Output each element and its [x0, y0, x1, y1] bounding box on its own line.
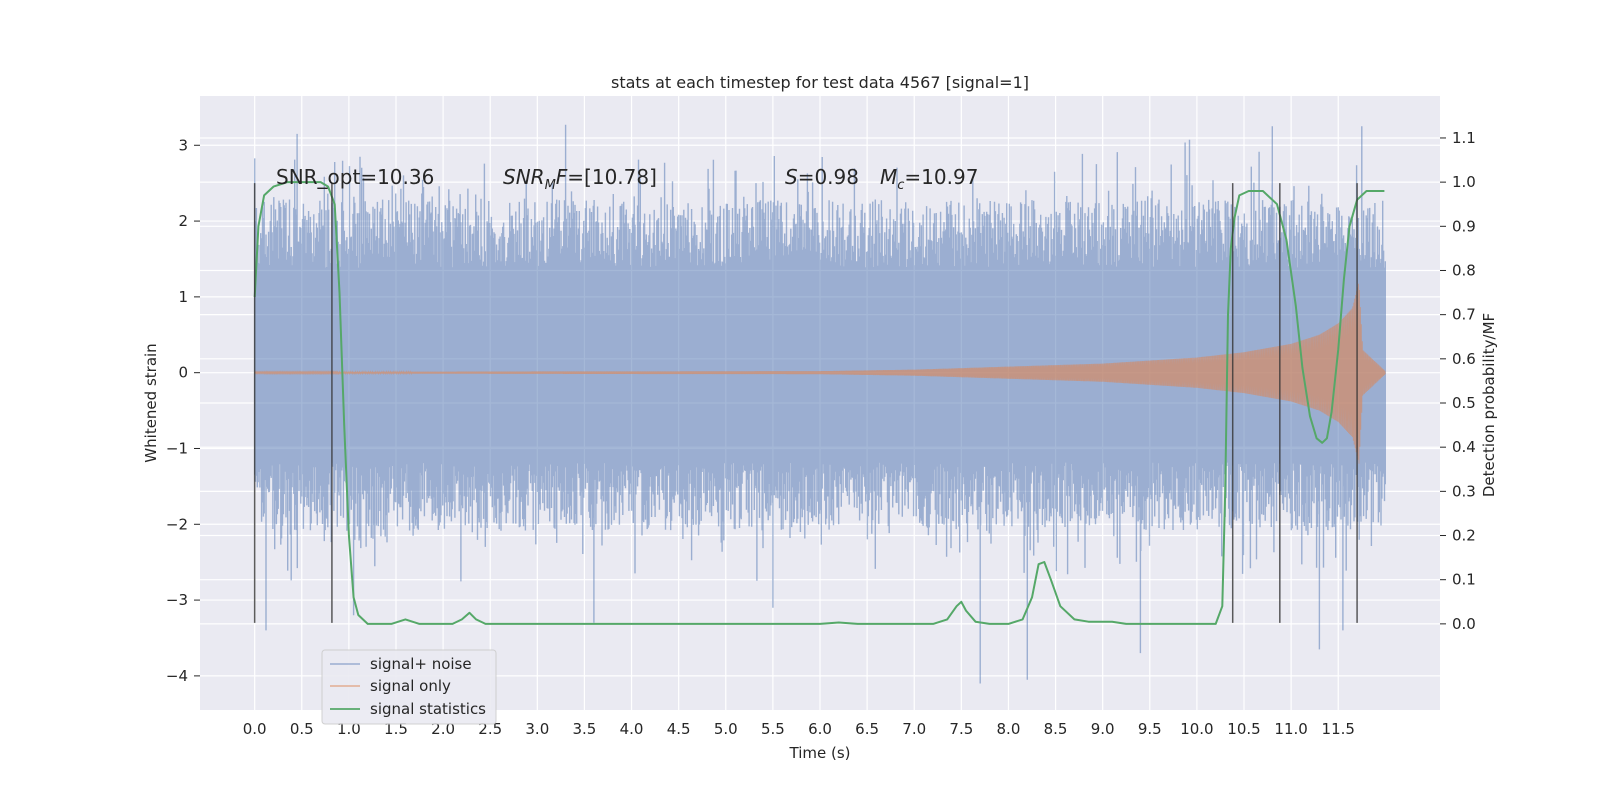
y-tick-label-1: −3 — [166, 591, 188, 609]
x-tick-label-12: 6.0 — [808, 720, 832, 738]
legend: signal+ noise signal only signal statist… — [321, 649, 497, 725]
y2-tick-label-9: 0.9 — [1452, 217, 1476, 235]
x-tick-label-14: 7.0 — [902, 720, 926, 738]
x-tick-label-6: 3.0 — [525, 720, 549, 738]
x-tick-label-7: 3.5 — [573, 720, 597, 738]
annotation-snr-opt-text: SNR_opt=10.36 — [276, 165, 434, 189]
chart-title: stats at each timestep for test data 456… — [611, 73, 1029, 92]
y2-tick-label-0: 0.0 — [1452, 615, 1476, 633]
y2-tick-label-5: 0.5 — [1452, 394, 1476, 412]
x-tick-label-11: 5.5 — [761, 720, 785, 738]
x-tick-label-22: 11.0 — [1274, 720, 1307, 738]
series-signal-statistics — [253, 181, 1385, 625]
x-axis-label: Time (s) — [789, 744, 851, 762]
y-tick-label-0: −4 — [166, 667, 188, 685]
vertical-lines — [253, 183, 1358, 623]
annotations: SNR_opt=10.36 SNRMF=[10.78] S=0.98 Mc=10… — [276, 165, 978, 193]
x-tick-label-15: 7.5 — [949, 720, 973, 738]
x-tick-label-19: 9.5 — [1138, 720, 1162, 738]
x-tick-label-23: 11.5 — [1322, 720, 1355, 738]
y-tick-label-3: −1 — [166, 439, 188, 457]
y2-tick-label-1: 0.1 — [1452, 571, 1476, 589]
y2-tick-label-7: 0.7 — [1452, 306, 1476, 324]
annotation-snr-opt: SNR_opt=10.36 — [276, 165, 434, 189]
x-tick-label-13: 6.5 — [855, 720, 879, 738]
y2-tick-label-6: 0.6 — [1452, 350, 1476, 368]
x-tick-label-21: 10.5 — [1227, 720, 1260, 738]
x-tick-label-17: 8.5 — [1044, 720, 1068, 738]
legend-label-signal-noise: signal+ noise — [370, 655, 472, 673]
y2-tick-label-11: 1.1 — [1452, 129, 1476, 147]
y-tick-label-5: 1 — [178, 288, 188, 306]
x-tick-label-18: 9.0 — [1091, 720, 1115, 738]
annotation-mc: Mc=10.97 — [880, 165, 978, 193]
annotation-snr-mf: SNRMF=[10.78] — [503, 165, 657, 193]
y-tick-label-6: 2 — [178, 212, 188, 230]
y2-axis-label: Detection probability/MF — [1480, 313, 1498, 497]
y-tick-label-7: 3 — [178, 136, 188, 154]
axes: 0.0 0.5 1.0 1.5 2.0 2.5 3.0 3.5 4.0 4.5 5.0 5.5 6.0 6… — [166, 129, 1476, 738]
x-tick-label-16: 8.0 — [997, 720, 1021, 738]
y2-tick-label-4: 0.4 — [1452, 438, 1476, 456]
y2-tick-label-2: 0.2 — [1452, 527, 1476, 545]
x-tick-label-9: 4.5 — [667, 720, 691, 738]
y-axis-label: Whitened strain — [142, 343, 160, 462]
annotation-s: S=0.98 — [785, 165, 859, 189]
x-tick-label-10: 5.0 — [714, 720, 738, 738]
y-tick-label-2: −2 — [166, 515, 188, 533]
x-tick-label-8: 4.0 — [620, 720, 644, 738]
y2-tick-label-10: 1.0 — [1452, 173, 1476, 191]
series-signal-only — [254, 283, 1386, 464]
legend-box — [321, 649, 497, 725]
data-layer — [253, 124, 1386, 684]
y2-tick-label-3: 0.3 — [1452, 482, 1476, 500]
y-tick-label-4: 0 — [178, 364, 188, 382]
x-tick-label-0: 0.0 — [243, 720, 267, 738]
y2-tick-label-8: 0.8 — [1452, 261, 1476, 279]
x-tick-label-1: 0.5 — [290, 720, 314, 738]
x-tick-label-20: 10.0 — [1180, 720, 1213, 738]
legend-label-signal-only: signal only — [370, 677, 451, 695]
legend-label-signal-statistics: signal statistics — [370, 700, 486, 718]
